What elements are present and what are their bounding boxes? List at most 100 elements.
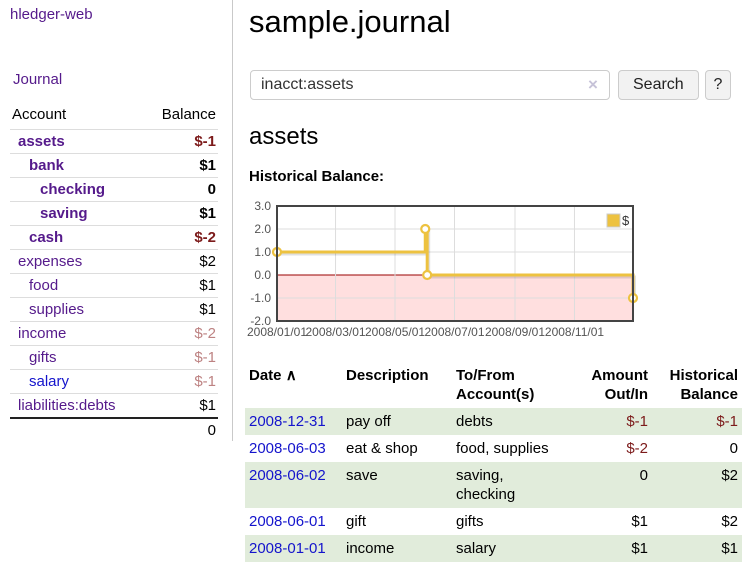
legend-swatch [606, 213, 621, 228]
x-axis-tick-label: 2008/03/01 [305, 325, 365, 339]
clear-search-icon[interactable]: × [588, 75, 598, 94]
transaction-accounts: gifts [456, 513, 484, 530]
transaction-balance: $2 [721, 467, 738, 484]
account-heading: assets [249, 123, 319, 150]
x-axis-tick-label: 2008/11/01 [545, 325, 604, 339]
sidebar-account-link[interactable]: expenses [18, 253, 83, 270]
y-axis-tick-label: -1.0 [250, 291, 271, 305]
date-column-label: Date [249, 367, 282, 384]
account-row: bank $1 [10, 153, 218, 178]
sidebar-account-link[interactable]: bank [29, 157, 65, 174]
search-input[interactable] [250, 70, 610, 100]
transaction-description: save [346, 467, 378, 484]
register-column-amount: Amount Out/In [591, 367, 648, 403]
account-row: assets $-1 [10, 129, 218, 154]
transaction-description: gift [346, 513, 367, 530]
y-axis-tick-label: 1.0 [254, 245, 271, 259]
transaction-accounts: salary [456, 540, 497, 557]
account-balance: $-1 [144, 129, 218, 154]
account-row: expenses $2 [10, 249, 218, 274]
sidebar-account-link[interactable]: cash [29, 229, 64, 246]
account-balance: $2 [144, 249, 218, 274]
register-row[interactable]: 2008-06-01 gift gifts $1 $2 [245, 508, 742, 535]
accounts-column-account: Account [12, 106, 67, 123]
legend-label: $ [622, 213, 630, 228]
y-axis-tick-label: 2.0 [254, 222, 271, 236]
transaction-description: pay off [346, 413, 391, 430]
sidebar-account-link[interactable]: checking [40, 181, 106, 198]
transaction-accounts: debts [456, 413, 493, 430]
register-header-row: Date ∧ Description To/From Account(s) Am… [245, 362, 742, 408]
sidebar-item-journal[interactable]: Journal [13, 71, 63, 88]
help-button[interactable]: ? [705, 70, 731, 100]
transaction-amount: 0 [639, 467, 648, 484]
account-row: supplies $1 [10, 297, 218, 322]
main-content: sample.journal × Search ? assets Histori… [245, 0, 742, 582]
sidebar-account-link[interactable]: supplies [29, 301, 85, 318]
historical-balance-chart: $3.0 2.0 1.0 0.0 -1.0 -2.02008/01/012008/03/0… [247, 200, 639, 339]
transaction-date-link[interactable]: 2008-12-31 [249, 413, 326, 430]
accounts-total-row: 0 [10, 417, 218, 442]
register-row[interactable]: 2008-01-01 income salary $1 $1 [245, 535, 742, 562]
y-axis-tick-label: 0.0 [254, 268, 271, 282]
register-row[interactable]: 2008-12-31 pay off debts $-1 $-1 [245, 408, 742, 435]
transaction-balance: $2 [721, 513, 738, 530]
transaction-accounts: food, supplies [456, 440, 549, 457]
account-row: saving $1 [10, 201, 218, 226]
app-logo-link[interactable]: hledger-web [10, 6, 93, 23]
chart-section-label: Historical Balance: [249, 168, 385, 185]
transaction-date-link[interactable]: 2008-01-01 [249, 540, 326, 557]
register-row[interactable]: 2008-06-02 save saving, checking 0 $2 [245, 462, 742, 508]
search-button[interactable]: Search [618, 70, 699, 100]
transaction-balance: 0 [729, 440, 738, 457]
account-balance: $-2 [144, 225, 218, 250]
search-bar: × Search ? [250, 70, 742, 100]
accounts-total-value: 0 [144, 417, 218, 442]
account-balance: 0 [144, 177, 218, 202]
register-table: Date ∧ Description To/From Account(s) Am… [245, 362, 742, 562]
x-axis-tick-label: 2008/05/01 [365, 325, 425, 339]
transaction-amount: $-1 [626, 413, 648, 430]
sidebar-account-link[interactable]: saving [40, 205, 88, 222]
sidebar-account-link[interactable]: assets [18, 133, 65, 150]
account-row: food $1 [10, 273, 218, 298]
sidebar: hledger-web Journal Account Balance asse… [0, 0, 233, 442]
account-row: gifts $-1 [10, 345, 218, 370]
plot-border [276, 205, 634, 322]
register-column-date[interactable]: Date ∧ [245, 362, 342, 408]
transaction-date-link[interactable]: 2008-06-02 [249, 467, 326, 484]
account-row: checking 0 [10, 177, 218, 202]
account-balance: $-1 [144, 345, 218, 370]
x-axis-tick-label: 2008/01/01 [247, 325, 307, 339]
account-balance: $1 [144, 201, 218, 226]
account-row: income $-2 [10, 321, 218, 346]
transaction-date-link[interactable]: 2008-06-01 [249, 513, 326, 530]
sidebar-account-link[interactable]: liabilities:debts [18, 397, 116, 414]
account-balance: $1 [144, 297, 218, 322]
register-column-accounts: To/From Account(s) [456, 367, 535, 403]
transaction-amount: $1 [631, 513, 648, 530]
account-balance: $-1 [144, 369, 218, 394]
transaction-accounts: saving, checking [456, 467, 516, 503]
account-row: salary $-1 [10, 369, 218, 394]
x-axis-tick-label: 2008/09/01 [485, 325, 545, 339]
transaction-date-link[interactable]: 2008-06-03 [249, 440, 326, 457]
account-balance: $1 [144, 273, 218, 298]
sidebar-account-link[interactable]: salary [29, 373, 70, 390]
sort-ascending-icon: ∧ [285, 367, 297, 384]
transaction-amount: $1 [631, 540, 648, 557]
sidebar-account-link[interactable]: gifts [29, 349, 57, 366]
register-row[interactable]: 2008-06-03 eat & shop food, supplies $-2 0 [245, 435, 742, 462]
transaction-balance: $-1 [716, 413, 738, 430]
account-balance: $1 [144, 393, 218, 418]
data-point-marker [420, 223, 431, 235]
account-balance: $-2 [144, 321, 218, 346]
transaction-description: eat & shop [346, 440, 418, 457]
sidebar-account-link[interactable]: food [29, 277, 59, 294]
accounts-column-balance: Balance [161, 106, 216, 123]
sidebar-account-link[interactable]: income [18, 325, 67, 342]
x-axis-tick-label: 2008/07/01 [424, 325, 484, 339]
account-balance: $1 [144, 153, 218, 178]
account-row: cash $-2 [10, 225, 218, 250]
y-axis-tick-label: 3.0 [254, 200, 271, 213]
